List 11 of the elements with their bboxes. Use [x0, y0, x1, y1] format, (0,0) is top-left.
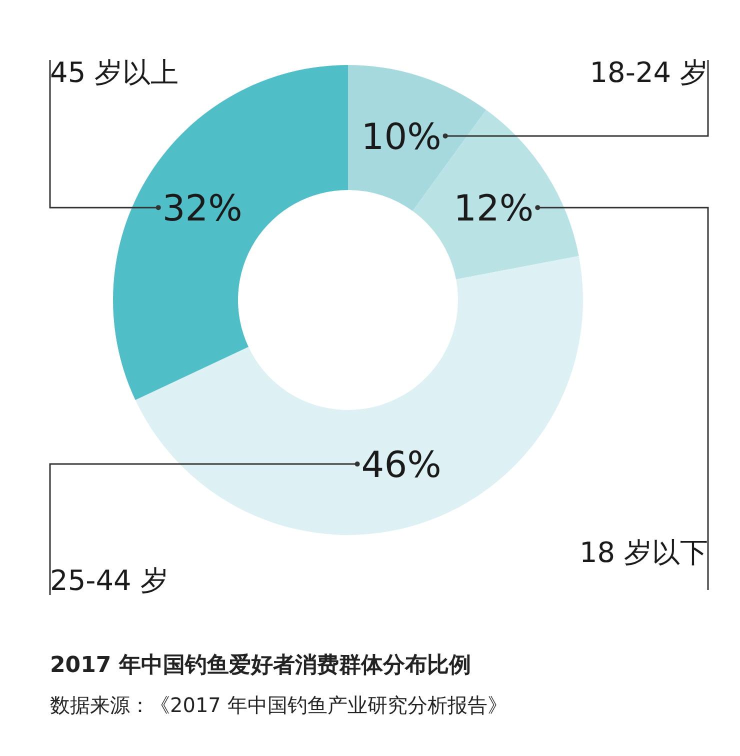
text: 2017 年中国钓鱼爱好者消费群体分布比例	[50, 653, 471, 678]
data-label: 32%	[162, 188, 242, 230]
slice-label: 25-44 岁	[50, 564, 168, 597]
source-note: 数据来源：《2017 年中国钓鱼产业研究分析报告》	[50, 693, 508, 717]
data-label: 46%	[361, 445, 442, 486]
slice-label: 18-24 岁	[590, 56, 708, 89]
data-label: 10%	[361, 116, 442, 158]
slice-label: 45 岁以上	[50, 56, 179, 89]
data-label: 12%	[454, 188, 534, 230]
donut-slice	[135, 256, 583, 535]
slice-label: 18 岁以下	[579, 536, 708, 569]
